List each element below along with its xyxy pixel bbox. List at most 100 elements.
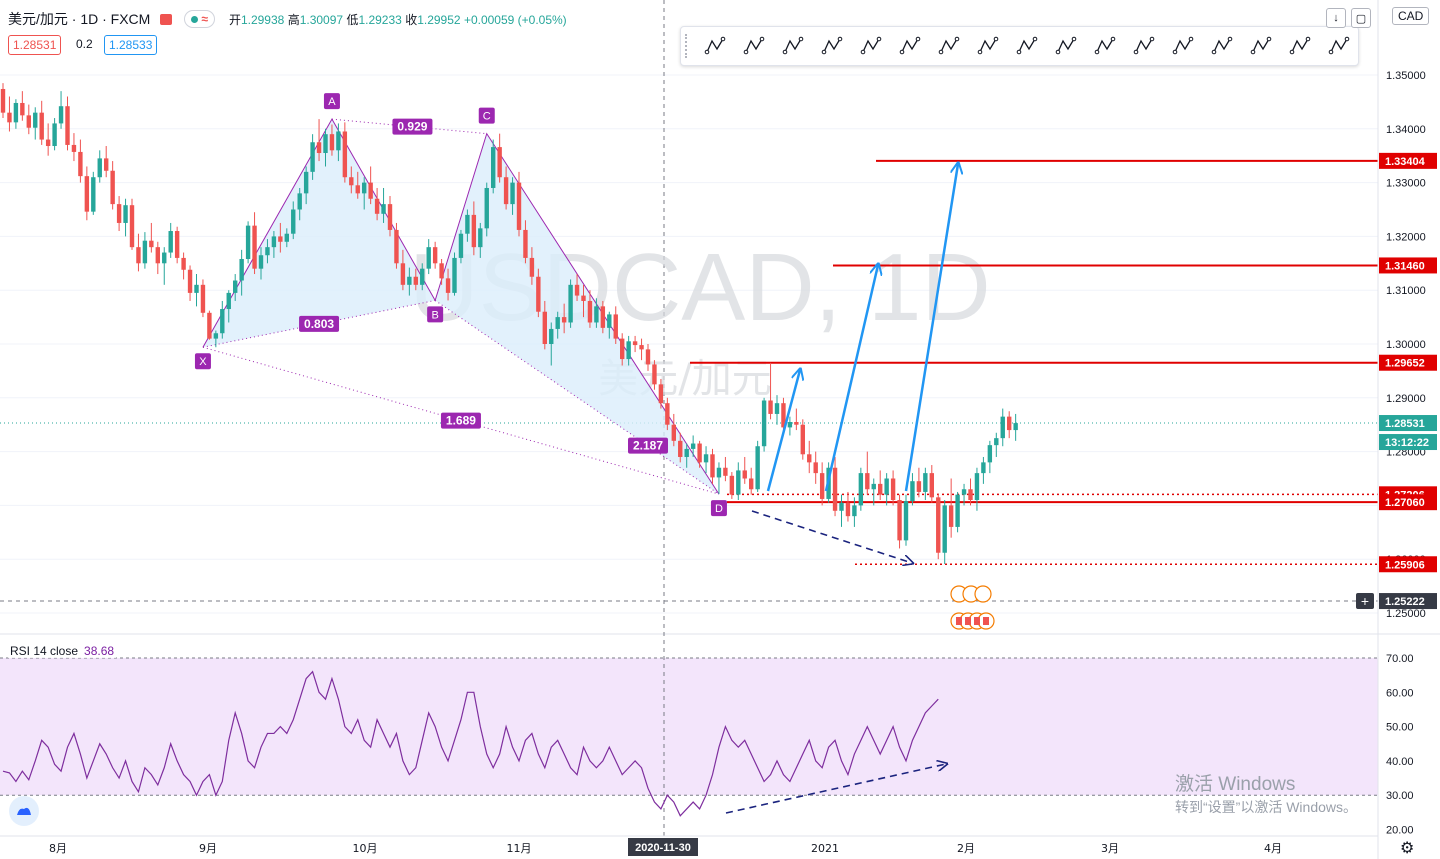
pattern-icon[interactable] [1280,27,1319,65]
market-status[interactable]: ≈ [184,10,215,28]
text-icon[interactable] [1241,27,1280,65]
cypher-pattern-icon[interactable] [734,27,773,65]
price-levels[interactable] [690,159,1378,566]
candle [310,134,315,180]
three-drives-icon[interactable] [851,27,890,65]
bar-countdown-tag: 13:12:22 [1379,434,1437,451]
candle-body [948,505,954,527]
candle [678,432,683,463]
price-tag-bg [1379,556,1437,573]
candle-body [613,314,618,339]
candle-body [439,263,444,279]
candle-body [781,403,786,428]
xabcd-pattern[interactable]: 0.929 0.803 2.187 1.689 X A B C D [194,93,727,517]
ray-icon[interactable] [1007,27,1046,65]
triangle-pattern-icon[interactable] [812,27,851,65]
close-label: 收 [405,12,418,27]
angle-icon[interactable] [1202,27,1241,65]
price-tag-label: 13:12:22 [1385,437,1429,449]
candle-body [626,341,631,360]
symbol-title[interactable]: 美元/加元 · 1D · FXCM [8,11,151,27]
candle-body [974,473,980,501]
candle [381,187,386,223]
candle [890,470,896,506]
candle-body [658,384,664,404]
candle [478,222,483,258]
candle [342,122,348,183]
candle-body [220,309,225,334]
candle [723,456,728,482]
candle-body [291,209,296,234]
candle-body [516,182,522,230]
candle [658,378,664,409]
candle-body [136,247,141,264]
economic-events[interactable] [950,585,995,630]
arrow-down-icon[interactable]: ↓ [1326,8,1346,28]
gear-icon[interactable]: ⚙ [1400,840,1415,857]
candle [865,451,870,495]
candle [207,310,212,340]
vertical-line-icon[interactable] [1163,27,1202,65]
trend-line-icon[interactable] [968,27,1007,65]
price-tick-label: 1.29000 [1386,393,1426,405]
point-label: B [431,309,438,321]
candle [568,279,573,328]
candle [858,467,864,511]
delayed-data-icon: ≈ [201,12,208,26]
candle [665,397,670,431]
crosshair-date-tag: 2020-11-30 [628,838,698,856]
candle-body [858,473,864,506]
candle-body [200,284,206,313]
candle-body [0,88,6,113]
rsi-background-band [0,658,1378,796]
candle-body [536,276,541,312]
time-tick-label: 11月 [507,842,532,855]
callout-icon[interactable] [1319,27,1358,65]
candle-body [491,147,496,188]
rsi-band [0,633,1440,796]
price-tag-label: 1.27060 [1385,497,1425,509]
candle [39,100,44,145]
arrow-icon[interactable] [1085,27,1124,65]
xabcd-pattern-icon[interactable] [695,27,734,65]
sell-button[interactable]: 1.28531 [8,35,62,55]
candle-body [323,134,328,154]
price-tag-bg [1379,152,1437,169]
candle-body [574,284,580,296]
head-shoulders-icon[interactable] [890,27,929,65]
candle [413,268,418,291]
abcd-pattern-icon[interactable] [773,27,812,65]
candle [142,232,148,269]
parallel-channel-icon[interactable] [1124,27,1163,65]
candle [561,303,567,334]
projection-arrows[interactable] [725,164,958,814]
candle [65,96,70,151]
toolbar-drag-handle[interactable] [685,34,695,58]
candle-body [684,448,689,457]
horizontal-line-icon[interactable] [1046,27,1085,65]
candle-body [465,214,470,234]
elliott-wave-icon[interactable] [929,27,968,65]
candle-body [710,454,715,478]
pattern-fill-xab [202,119,436,348]
fullscreen-icon[interactable]: ▢ [1351,8,1371,28]
candle [948,478,954,538]
tradingview-logo-icon[interactable] [9,796,39,826]
candle [245,221,251,264]
projection-arrow [766,370,800,492]
candle [200,279,206,318]
toolbar-buttons [695,27,1358,65]
candle [458,229,464,264]
rsi-value: 38.68 [84,644,115,658]
candle-body [1013,423,1018,431]
candle [749,467,754,495]
pattern-point-d: D [710,500,727,517]
buy-button[interactable]: 1.28533 [104,35,158,55]
flag-icon[interactable] [160,13,173,25]
candle [813,451,818,484]
windows-activation-title: 激活 Windows [1175,774,1296,795]
ratio-badge-bg [440,412,481,429]
currency-button[interactable]: CAD [1392,7,1430,25]
candle [368,166,373,205]
